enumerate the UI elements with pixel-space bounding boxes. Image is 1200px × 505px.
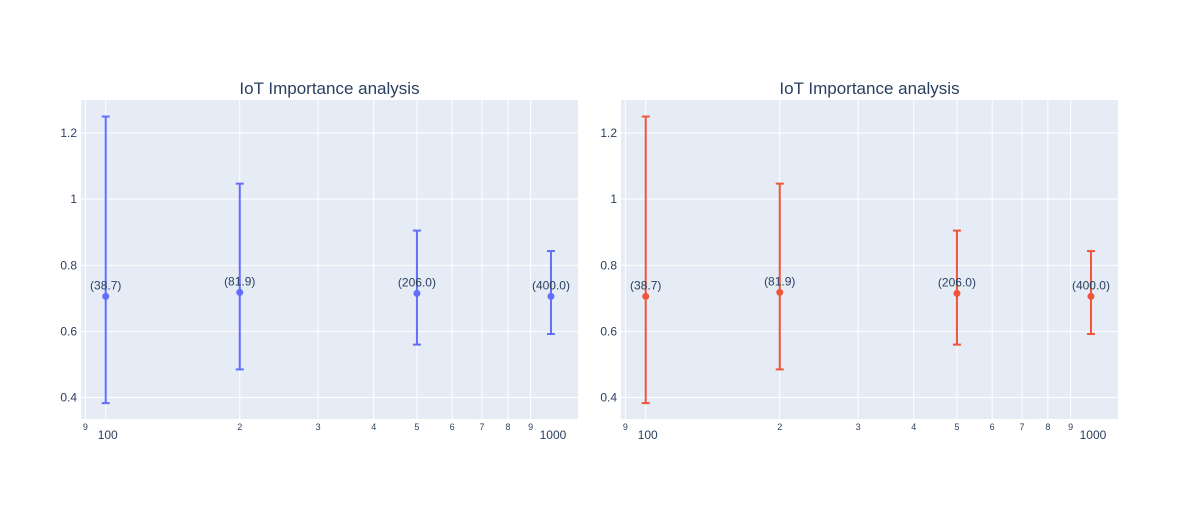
data-point	[413, 289, 421, 297]
x-minor-tick-label: 4	[371, 422, 376, 432]
x-minor-tick-label: 6	[990, 422, 995, 432]
x-minor-tick-label: 5	[414, 422, 419, 432]
data-label: (81.9)	[224, 274, 255, 288]
y-tick-label: 1.2	[60, 126, 77, 140]
data-point	[102, 292, 110, 300]
plot-area	[81, 100, 578, 419]
data-label: (38.7)	[90, 278, 121, 292]
x-minor-tick-label: 9	[83, 422, 88, 432]
data-point	[642, 292, 650, 300]
chart-title: IoT Importance analysis	[239, 79, 419, 98]
data-label: (206.0)	[938, 275, 976, 289]
x-minor-tick-label: 6	[450, 422, 455, 432]
y-tick-label: 0.8	[600, 258, 617, 272]
data-label: (400.0)	[1072, 278, 1110, 292]
data-point	[776, 288, 784, 296]
x-major-tick-label: 100	[638, 428, 658, 442]
x-minor-tick-label: 3	[856, 422, 861, 432]
data-label: (81.9)	[764, 274, 795, 288]
data-point	[1087, 292, 1095, 300]
x-minor-tick-label: 8	[505, 422, 510, 432]
y-tick-label: 0.4	[600, 391, 617, 405]
x-minor-tick-label: 2	[237, 422, 242, 432]
chart-panel-right: 0.4 0.6 0.8 1 1.2 9 2 3 4 5 6 7 8 9 100 1000 IoT Importa…	[600, 79, 1118, 442]
x-minor-tick-label: 9	[528, 422, 533, 432]
data-label: (38.7)	[630, 278, 661, 292]
y-tick-label: 0.6	[60, 324, 77, 338]
data-point	[953, 289, 961, 297]
x-major-tick-label: 1000	[540, 428, 567, 442]
x-minor-tick-label: 3	[316, 422, 321, 432]
data-label: (400.0)	[532, 278, 570, 292]
y-tick-label: 0.4	[60, 391, 77, 405]
data-label: (206.0)	[398, 275, 436, 289]
x-minor-tick-label: 7	[1019, 422, 1024, 432]
x-minor-tick-label: 5	[954, 422, 959, 432]
chart-panel-left: 0.4 0.6 0.8 1 1.2 9 2 3 4 5 6 7 8 9 100 1000 IoT Importa…	[60, 79, 578, 442]
x-major-tick-label: 1000	[1080, 428, 1107, 442]
plot-area	[621, 100, 1118, 419]
y-tick-label: 1	[610, 192, 617, 206]
x-major-tick-label: 100	[98, 428, 118, 442]
data-point	[236, 288, 244, 296]
y-tick-label: 1	[70, 192, 77, 206]
x-minor-tick-label: 8	[1045, 422, 1050, 432]
x-minor-tick-label: 7	[479, 422, 484, 432]
x-minor-tick-label: 9	[1068, 422, 1073, 432]
y-tick-label: 0.6	[600, 324, 617, 338]
data-point	[547, 292, 555, 300]
x-minor-tick-label: 9	[623, 422, 628, 432]
x-minor-tick-label: 2	[777, 422, 782, 432]
y-tick-label: 0.8	[60, 258, 77, 272]
y-tick-label: 1.2	[600, 126, 617, 140]
chart-title: IoT Importance analysis	[779, 79, 959, 98]
x-minor-tick-label: 4	[911, 422, 916, 432]
